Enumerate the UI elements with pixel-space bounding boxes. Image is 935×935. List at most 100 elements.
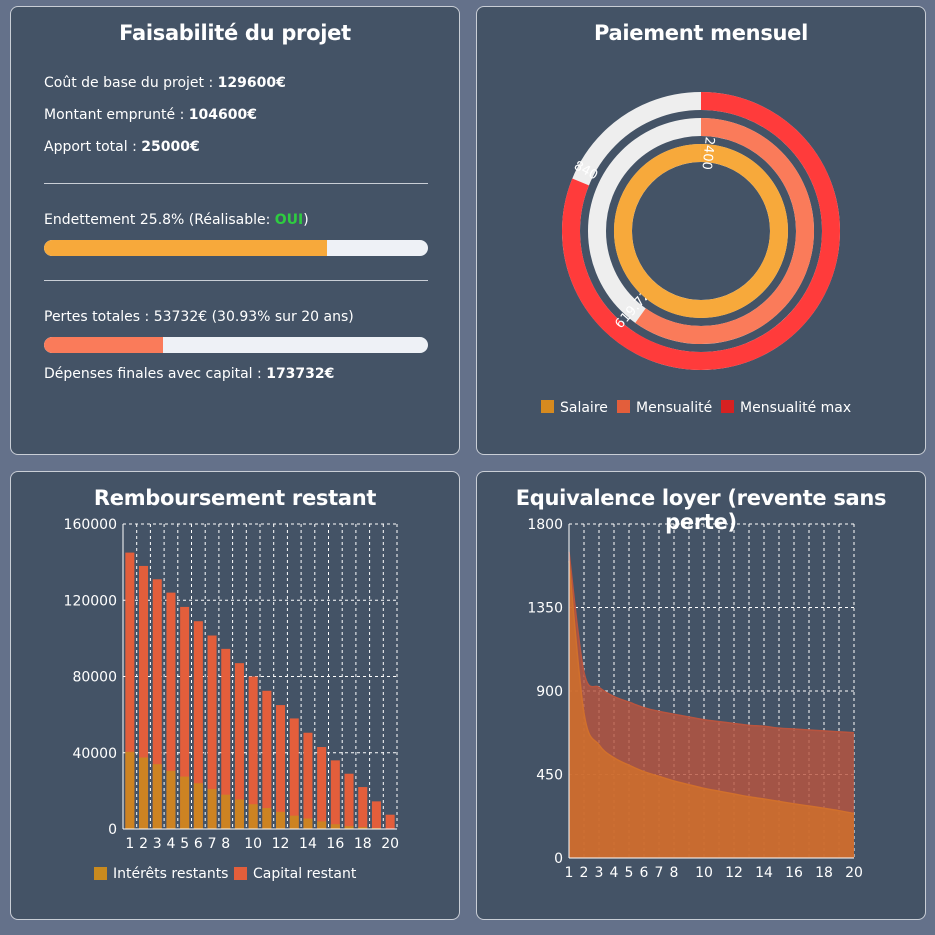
- x-tick-label: 20: [845, 865, 863, 881]
- radial-value-label: 2400: [698, 136, 716, 170]
- x-tick-label: 16: [785, 865, 803, 881]
- x-tick-label: 14: [755, 865, 773, 881]
- x-tick-label: 14: [299, 836, 317, 852]
- bar-interets-restants: [330, 824, 340, 829]
- bar-interets-restants: [317, 821, 327, 829]
- bar-capital-restant: [289, 718, 299, 829]
- repayment-title: Remboursement restant: [93, 486, 377, 510]
- y-tick-label: 80000: [72, 670, 117, 686]
- x-tick-label: 5: [180, 836, 189, 852]
- legend-swatch: [617, 400, 630, 413]
- radial-bar-mensualite: [635, 118, 814, 344]
- x-tick-label: 18: [354, 836, 372, 852]
- contribution-label: Apport total :: [44, 139, 142, 155]
- x-tick-label: 12: [272, 836, 290, 852]
- y-tick-label: 1350: [527, 601, 563, 617]
- y-tick-label: 0: [554, 851, 563, 867]
- x-tick-label: 18: [815, 865, 833, 881]
- losses-progress-bar: [44, 337, 428, 353]
- y-tick-label: 40000: [72, 746, 117, 762]
- bar-interets-restants: [344, 826, 354, 829]
- x-tick-label: 6: [194, 836, 203, 852]
- y-tick-label: 450: [536, 768, 563, 784]
- bar-interets-restants: [303, 818, 313, 829]
- bar-capital-restant: [371, 801, 381, 829]
- bar-interets-restants: [262, 808, 272, 829]
- legend-label: Intérêts restants: [113, 866, 228, 882]
- bar-capital-restant: [248, 676, 258, 829]
- area-series-lower: [569, 561, 854, 858]
- legend-swatch: [721, 400, 734, 413]
- final-expenses-label: Dépenses finales avec capital :: [44, 366, 267, 382]
- radial-bar-salaire: [613, 144, 788, 318]
- x-tick-label: 6: [640, 865, 649, 881]
- debt-progress-bar: [44, 240, 428, 256]
- bar-capital-restant: [358, 787, 368, 829]
- x-tick-label: 12: [725, 865, 743, 881]
- feasibility-card: Faisabilité du projet Coût de base du pr…: [10, 6, 460, 455]
- contribution-line: Apport total : 25000€: [44, 139, 200, 155]
- x-tick-label: 7: [208, 836, 217, 852]
- bar-capital-restant: [330, 760, 340, 829]
- x-tick-label: 8: [670, 865, 679, 881]
- borrowed-value: 104600€: [188, 107, 257, 123]
- bar-interets-restants: [276, 811, 286, 829]
- bar-interets-restants: [207, 788, 217, 829]
- bar-capital-restant: [385, 814, 395, 829]
- bar-interets-restants: [234, 799, 244, 829]
- contribution-value: 25000€: [141, 139, 200, 155]
- bar-capital-restant: [180, 606, 190, 829]
- base-cost-line: Coût de base du projet : 129600€: [44, 75, 286, 91]
- y-tick-label: 1800: [527, 517, 563, 533]
- losses-progress-fill: [44, 337, 163, 353]
- base-cost-label: Coût de base du projet :: [44, 75, 218, 91]
- debt-label: Endettement 25.8% (Réalisable:: [44, 212, 275, 228]
- bar-interets-restants: [139, 757, 149, 829]
- legend-label: Salaire: [560, 400, 608, 416]
- x-tick-label: 5: [625, 865, 634, 881]
- x-tick-label: 10: [695, 865, 713, 881]
- x-tick-label: 1: [565, 865, 574, 881]
- bar-interets-restants: [248, 804, 258, 829]
- final-expenses-line: Dépenses finales avec capital : 173732€: [44, 366, 334, 382]
- bar-interets-restants: [180, 776, 190, 829]
- bar-capital-restant: [152, 579, 162, 829]
- debt-line: Endettement 25.8% (Réalisable: OUI): [44, 212, 309, 228]
- x-tick-label: 1: [125, 836, 134, 852]
- repayment-card: Remboursement restant 0 40000 80000 120000 1…: [10, 471, 460, 920]
- bar-interets-restants: [289, 815, 299, 829]
- monthly-payment-title: Paiement mensuel: [593, 21, 809, 45]
- rent-equivalence-card: Equivalence loyer (revente sans perte) 0…: [476, 471, 926, 920]
- debt-close: ): [303, 212, 309, 228]
- rent-equivalence-title: Equivalence loyer (revente sans perte): [515, 486, 887, 534]
- bar-capital-restant: [303, 732, 313, 829]
- x-tick-label: 3: [595, 865, 604, 881]
- x-tick-label: 8: [221, 836, 230, 852]
- bar-capital-restant: [317, 747, 327, 829]
- monthly-payment-card: Paiement mensuel 840 619.72 2400 Salaire Men…: [476, 6, 926, 455]
- bar-capital-restant: [193, 621, 203, 829]
- radial-bar-mensualite-max: [562, 92, 840, 370]
- bar-capital-restant: [221, 648, 231, 829]
- bar-interets-restants: [166, 770, 176, 829]
- x-tick-label: 7: [655, 865, 664, 881]
- debt-progress-fill: [44, 240, 328, 256]
- legend-swatch: [234, 867, 247, 880]
- bar-capital-restant: [262, 690, 272, 829]
- area-line-upper: [568, 551, 855, 734]
- area-line-lower: [568, 561, 855, 815]
- x-tick-label: 10: [244, 836, 262, 852]
- y-tick-label: 120000: [64, 593, 117, 609]
- bar-capital-restant: [276, 705, 286, 829]
- feasibility-title: Faisabilité du projet: [119, 21, 351, 45]
- x-tick-label: 4: [166, 836, 175, 852]
- final-expenses-value: 173732€: [266, 366, 335, 382]
- y-tick-label: 900: [536, 684, 563, 700]
- borrowed-label: Montant emprunté :: [44, 107, 189, 123]
- bar-capital-restant: [125, 552, 135, 829]
- x-tick-label: 4: [610, 865, 619, 881]
- x-tick-label: 20: [381, 836, 399, 852]
